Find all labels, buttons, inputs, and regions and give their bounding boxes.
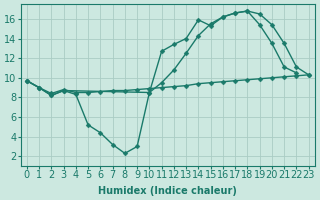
X-axis label: Humidex (Indice chaleur): Humidex (Indice chaleur) [98, 186, 237, 196]
